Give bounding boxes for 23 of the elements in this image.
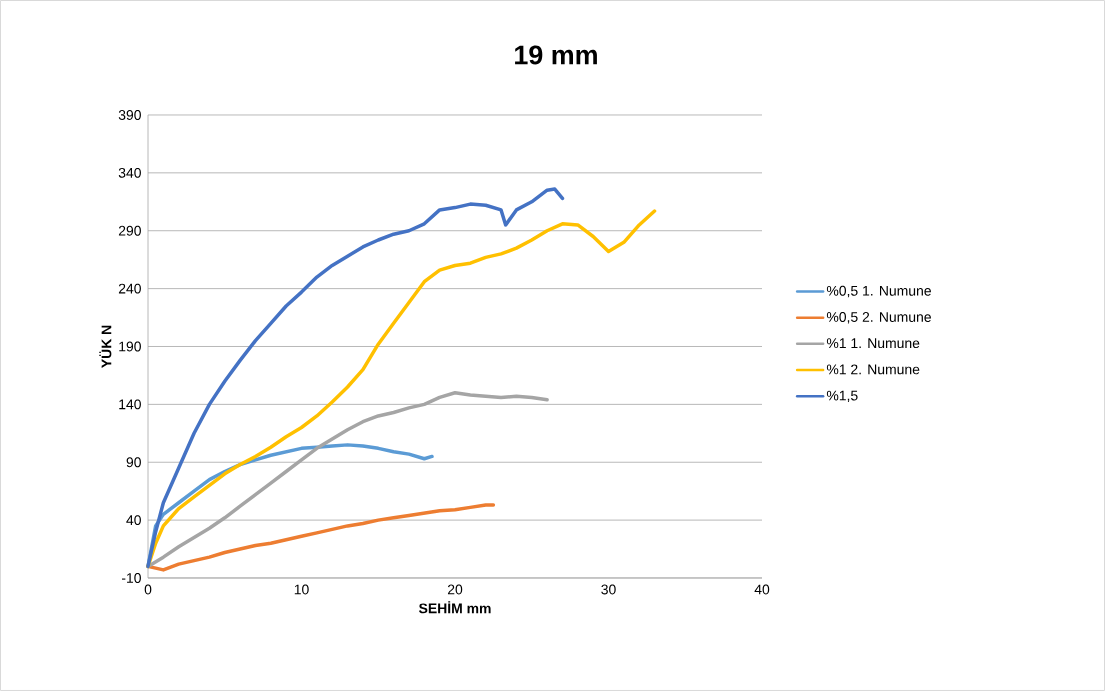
x-tick-label: 10: [294, 584, 309, 595]
chart-title: 19 mm: [515, 45, 597, 65]
x-tick-label: 40: [754, 584, 770, 595]
x-tick-label: 20: [447, 584, 463, 595]
legend-label: %1 2. Numune: [826, 364, 920, 375]
y-tick-label: 390: [118, 110, 141, 120]
y-tick-label: 290: [118, 225, 141, 236]
legend-label: %0,5 1. Numune: [826, 285, 931, 298]
legend-label: %1 1. Numune: [826, 338, 920, 349]
legend-label: %1,5: [826, 390, 858, 403]
x-tick-label: 30: [601, 584, 616, 595]
y-axis-title: YÜK N: [99, 325, 112, 368]
y-tick-label: 240: [118, 283, 141, 294]
x-axis-title: SEHİM mm: [418, 601, 491, 614]
y-tick-label: 90: [126, 457, 141, 468]
y-tick-label: 190: [119, 341, 141, 352]
x-tick-label: 0: [144, 584, 152, 595]
line-series: [146, 187, 565, 569]
y-tick-label: 40: [126, 515, 141, 526]
legend-label: %0,5 2. Numune: [826, 312, 931, 324]
y-tick-label: 340: [118, 167, 141, 178]
y-tick-label: 140: [119, 399, 141, 410]
y-tick-label: -10: [121, 573, 141, 583]
